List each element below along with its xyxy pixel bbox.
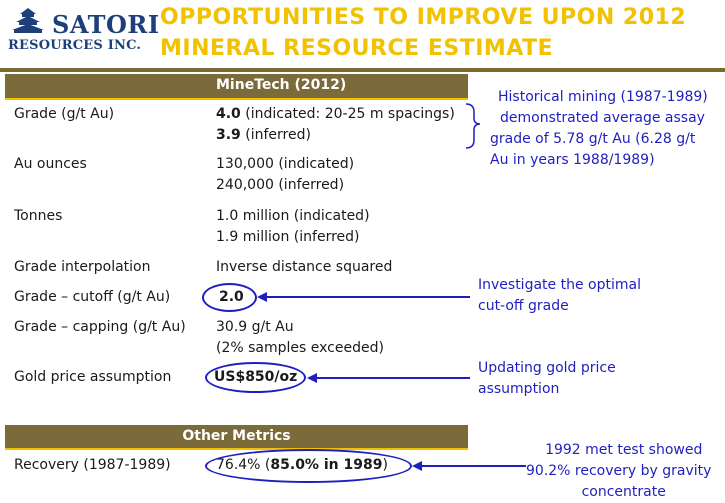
annotation-line: Historical mining (1987-1989) — [498, 89, 708, 105]
header-divider — [0, 68, 725, 72]
column-header-minetech: MineTech (2012) — [216, 77, 347, 93]
recovery-highlight-ellipse — [205, 449, 412, 483]
table-header-row: MineTech (2012) — [5, 74, 468, 98]
annotation-line: concentrate — [581, 484, 666, 500]
row-label-au-ounces: Au ounces — [14, 156, 87, 172]
row-label-tonnes: Tonnes — [14, 208, 63, 224]
row-label-gold-price: Gold price assumption — [14, 369, 172, 385]
gold-price-highlight-ellipse — [205, 362, 306, 393]
grade-brace-icon — [465, 103, 481, 149]
logo-wordmark: SATORI — [52, 10, 160, 39]
slide-title-line-1: OPPORTUNITIES TO IMPROVE UPON 2012 — [160, 5, 687, 30]
annotation-line: Updating gold price — [478, 360, 616, 376]
row-value-grade-capping: 30.9 g/t Au — [216, 319, 294, 335]
row-label-grade: Grade (g/t Au) — [14, 106, 115, 122]
row-value-au-ounces-indicated: 130,000 (indicated) — [216, 156, 355, 172]
pagoda-logo-icon — [12, 8, 44, 33]
recovery-arrow-head-icon — [412, 461, 422, 471]
annotation-line: 90.2% recovery by gravity — [526, 463, 712, 479]
cutoff-arrow-head-icon — [257, 292, 267, 302]
annotation-line: assumption — [478, 381, 560, 397]
row-value-grade-inferred: 3.9 (inferred) — [216, 127, 311, 143]
row-label-grade-interpolation: Grade interpolation — [14, 259, 151, 275]
row-value-grade-capping-note: (2% samples exceeded) — [216, 340, 384, 356]
table-header-divider — [5, 98, 468, 100]
grade-indicated-note: (indicated: 20-25 m spacings) — [240, 106, 455, 122]
slide-title-line-2: MINERAL RESOURCE ESTIMATE — [160, 36, 554, 61]
row-label-grade-cutoff: Grade – cutoff (g/t Au) — [14, 289, 171, 305]
other-metrics-header: Other Metrics — [182, 428, 291, 444]
row-value-tonnes-indicated: 1.0 million (indicated) — [216, 208, 370, 224]
grade-inferred-number: 3.9 — [216, 127, 241, 143]
grade-inferred-note: (inferred) — [240, 127, 311, 143]
annotation-line: 1992 met test showed — [545, 442, 703, 458]
annotation-line: cut-off grade — [478, 298, 569, 314]
row-value-tonnes-inferred: 1.9 million (inferred) — [216, 229, 360, 245]
row-value-grade-indicated: 4.0 (indicated: 20-25 m spacings) — [216, 106, 455, 122]
annotation-historical-mining: Historical mining (1987-1989) demonstrat… — [490, 87, 708, 171]
row-label-recovery: Recovery (1987-1989) — [14, 457, 171, 473]
annotation-gold-price: Updating gold price assumption — [478, 358, 616, 400]
grade-indicated-number: 4.0 — [216, 106, 241, 122]
row-value-grade-interpolation: Inverse distance squared — [216, 259, 393, 275]
annotation-line: Au in years 1988/1989) — [490, 152, 655, 168]
other-metrics-header-row: Other Metrics — [5, 425, 468, 448]
row-label-grade-capping: Grade – capping (g/t Au) — [14, 319, 186, 335]
annotation-cutoff: Investigate the optimal cut-off grade — [478, 275, 641, 317]
gold-price-arrow-head-icon — [307, 373, 317, 383]
annotation-line: grade of 5.78 g/t Au (6.28 g/t — [490, 131, 696, 147]
satori-logo: SATORI RESOURCES INC. — [8, 8, 159, 58]
slide-header: SATORI RESOURCES INC. OPPORTUNITIES TO I… — [0, 0, 725, 66]
annotation-met-test: 1992 met test showed 90.2% recovery by g… — [526, 440, 711, 503]
annotation-line: Investigate the optimal — [478, 277, 641, 293]
row-value-au-ounces-inferred: 240,000 (inferred) — [216, 177, 345, 193]
other-metrics-divider — [5, 448, 468, 450]
logo-subtitle: RESOURCES INC. — [8, 38, 142, 53]
annotation-line: demonstrated average assay — [500, 110, 705, 126]
cutoff-highlight-ellipse — [202, 283, 257, 312]
